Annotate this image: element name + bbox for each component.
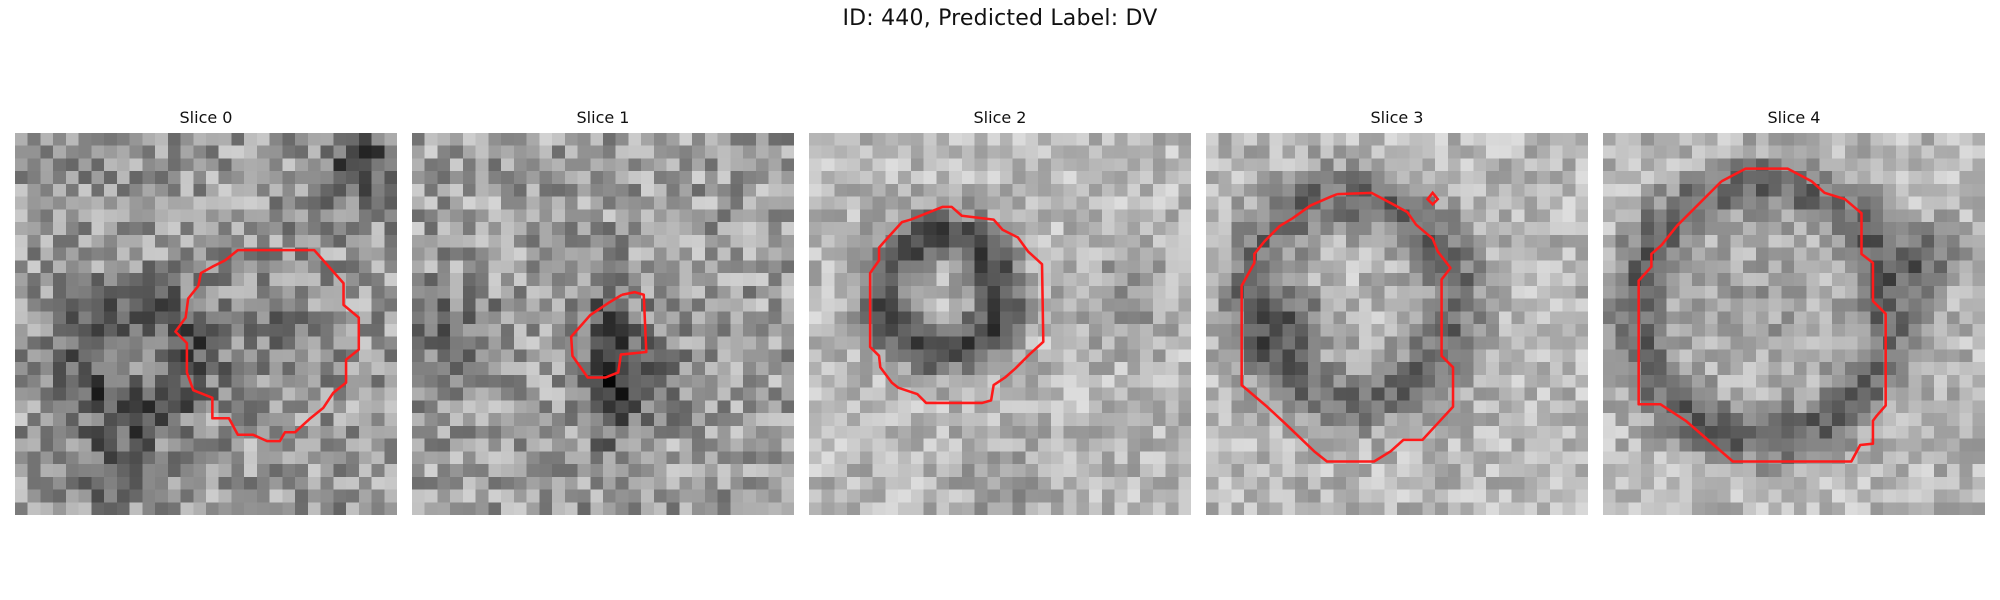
slice-image-1 [412, 133, 794, 515]
slice-image-3 [1206, 133, 1588, 515]
figure-title: ID: 440, Predicted Label: DV [0, 6, 2000, 31]
slice-panel-4: Slice 4 [1603, 107, 1985, 129]
slice-panel-3: Slice 3 [1206, 107, 1588, 129]
slice-image-4 [1603, 133, 1985, 515]
slice-image-2 [809, 133, 1191, 515]
slice-title-0: Slice 0 [15, 107, 397, 129]
slice-title-4: Slice 4 [1603, 107, 1985, 129]
slice-panel-0: Slice 0 [15, 107, 397, 129]
slice-panel-2: Slice 2 [809, 107, 1191, 129]
slice-title-1: Slice 1 [412, 107, 794, 129]
slice-title-2: Slice 2 [809, 107, 1191, 129]
slice-panel-1: Slice 1 [412, 107, 794, 129]
slice-image-0 [15, 133, 397, 515]
slice-title-3: Slice 3 [1206, 107, 1588, 129]
